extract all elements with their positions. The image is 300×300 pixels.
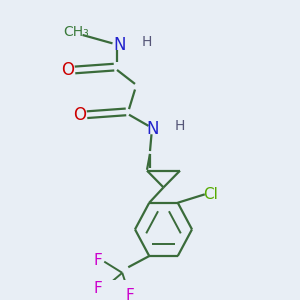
Text: H: H <box>175 119 185 133</box>
Text: Cl: Cl <box>203 187 218 202</box>
Text: O: O <box>73 106 86 124</box>
Text: CH₃: CH₃ <box>64 25 89 39</box>
Text: F: F <box>94 253 103 268</box>
Text: F: F <box>125 288 134 300</box>
Text: H: H <box>142 35 152 49</box>
Text: O: O <box>61 61 74 79</box>
Text: F: F <box>94 281 103 296</box>
Text: N: N <box>147 120 159 138</box>
Text: N: N <box>114 36 126 54</box>
